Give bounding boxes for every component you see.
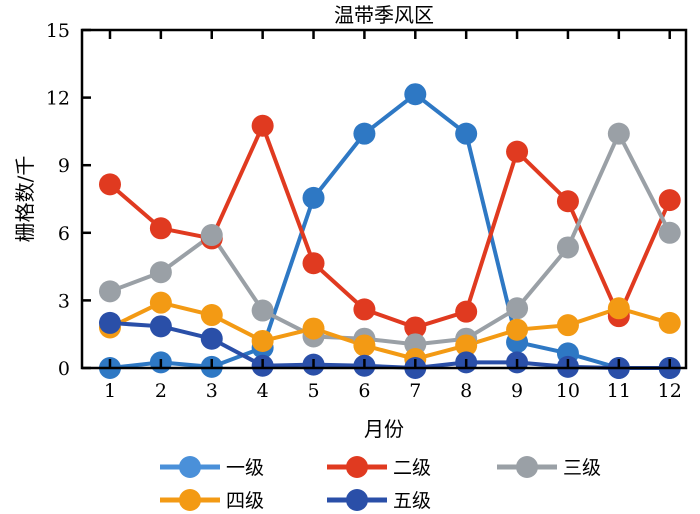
- y-tick-label: 9: [58, 155, 70, 177]
- data-point-4-6: [353, 334, 376, 357]
- y-tick-label: 12: [46, 88, 70, 110]
- data-point-3-11: [607, 122, 630, 145]
- legend-marker-1: [179, 456, 201, 478]
- x-tick-label: 12: [658, 380, 682, 402]
- series-line-5: [109, 320, 670, 370]
- data-point-4-10: [556, 314, 579, 337]
- legend-marker-5: [346, 489, 368, 511]
- x-tick-label: 5: [307, 380, 319, 402]
- data-point-3-9: [506, 297, 529, 320]
- data-point-4-2: [149, 291, 172, 314]
- plot-frame: [80, 28, 688, 370]
- data-point-3-3: [200, 224, 223, 247]
- series-layer: [98, 83, 681, 379]
- data-point-2-6: [353, 298, 376, 321]
- chart-title: 温带季风区: [334, 3, 434, 27]
- legend-label-5: 五级: [393, 490, 431, 512]
- data-point-2-9: [506, 140, 529, 163]
- x-tick-label: 1: [104, 380, 116, 402]
- data-point-3-10: [556, 236, 579, 259]
- x-tick-label: 11: [607, 380, 631, 402]
- x-axis-label: 月份: [364, 417, 404, 441]
- data-point-1-6: [353, 122, 376, 145]
- y-tick-label: 0: [58, 358, 70, 380]
- x-tick-label: 7: [409, 380, 421, 402]
- data-point-4-12: [658, 311, 681, 334]
- data-point-4-5: [302, 317, 325, 340]
- data-point-2-5: [302, 252, 325, 275]
- data-point-4-3: [200, 304, 223, 327]
- x-tick-label: 4: [257, 380, 269, 402]
- data-point-4-8: [455, 334, 478, 357]
- x-tick-label: 3: [206, 380, 218, 402]
- y-axis-label: 栅格数/千: [13, 156, 37, 243]
- data-point-2-1: [98, 173, 121, 196]
- y-tick-label: 15: [46, 20, 70, 42]
- data-point-4-11: [607, 297, 630, 320]
- legend-label-1: 一级: [226, 457, 264, 479]
- data-point-5-3: [200, 327, 223, 350]
- y-tick-label: 3: [58, 290, 70, 312]
- data-point-3-4: [251, 299, 274, 322]
- series-line-2: [108, 123, 672, 330]
- y-tick-label: 6: [58, 223, 70, 245]
- series-line-4: [109, 300, 671, 361]
- legend-label-3: 三级: [563, 457, 601, 479]
- data-point-3-12: [658, 221, 681, 244]
- x-tick-label: 2: [155, 380, 167, 402]
- legend-label-2: 二级: [393, 457, 431, 479]
- data-point-2-2: [149, 217, 172, 240]
- series-line-1: [109, 92, 670, 370]
- legend-label-4: 四级: [226, 490, 264, 512]
- legend-marker-3: [516, 456, 538, 478]
- data-point-2-12: [658, 189, 681, 212]
- data-point-4-4: [251, 329, 274, 352]
- data-point-2-8: [455, 300, 478, 323]
- data-point-3-2: [149, 261, 172, 284]
- x-tick-label: 9: [511, 380, 523, 402]
- data-point-4-9: [506, 318, 529, 341]
- data-point-3-1: [98, 280, 121, 303]
- data-point-2-7: [404, 316, 427, 339]
- legend-marker-2: [346, 456, 368, 478]
- data-point-2-4: [251, 114, 274, 137]
- x-tick-label: 10: [556, 380, 580, 402]
- data-point-1-5: [302, 186, 325, 209]
- data-point-5-2: [149, 315, 172, 338]
- data-point-2-10: [556, 190, 579, 213]
- data-point-1-7: [404, 83, 427, 106]
- x-tick-label: 8: [460, 380, 472, 402]
- legend-marker-4: [179, 489, 201, 511]
- data-point-5-1: [98, 311, 121, 334]
- data-point-1-8: [455, 122, 478, 145]
- x-tick-label: 6: [358, 380, 370, 402]
